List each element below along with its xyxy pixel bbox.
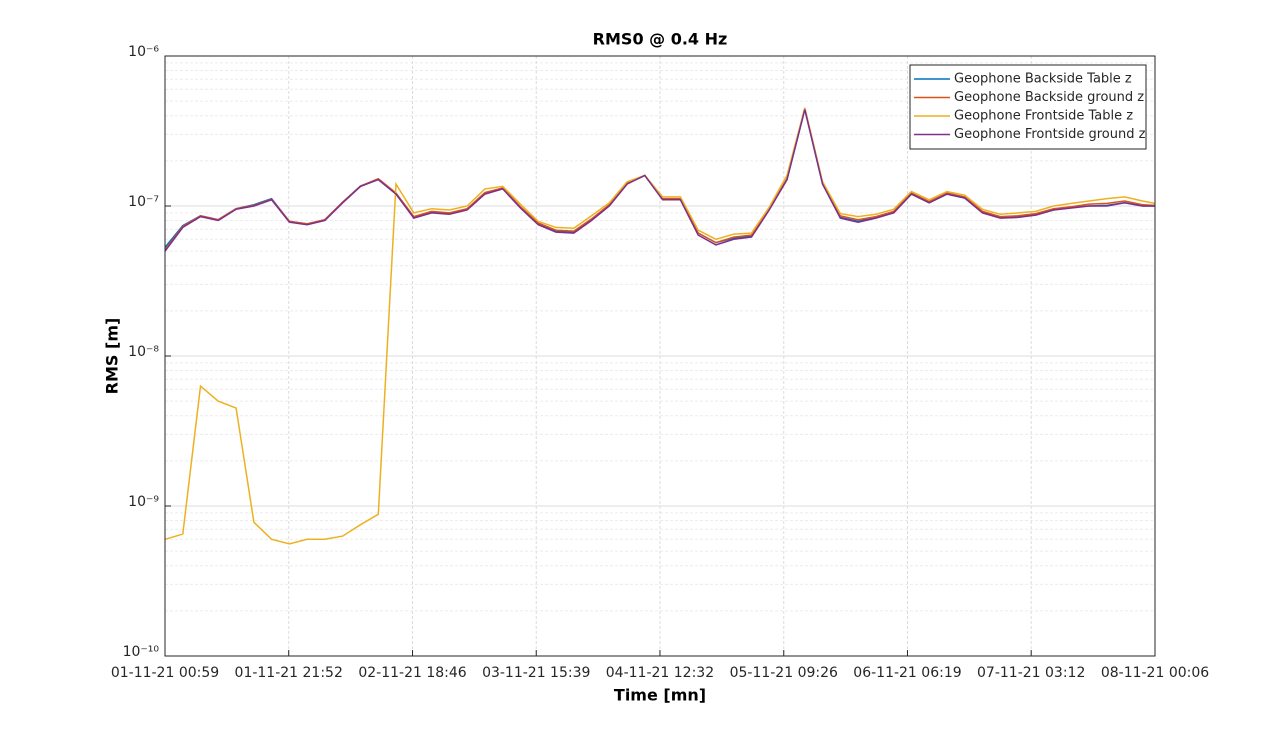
y-tick-label: 10⁻⁶ <box>128 44 159 60</box>
x-tick-label: 03-11-21 15:39 <box>482 665 590 681</box>
x-tick-label: 05-11-21 09:26 <box>730 665 838 681</box>
x-tick-label: 06-11-21 06:19 <box>853 665 961 681</box>
y-tick-label: 10⁻¹⁰ <box>123 644 160 660</box>
y-tick-label: 10⁻⁷ <box>128 194 159 210</box>
x-tick-label: 01-11-21 00:59 <box>111 665 219 681</box>
legend-label: Geophone Frontside Table z <box>954 109 1133 124</box>
y-tick-label: 10⁻⁸ <box>128 344 159 360</box>
x-tick-label: 07-11-21 03:12 <box>977 665 1085 681</box>
series-line <box>164 107 1156 545</box>
y-axis-label: RMS [m] <box>103 318 122 395</box>
legend-label: Geophone Backside ground z <box>954 90 1144 105</box>
legend-label: Geophone Backside Table z <box>954 72 1132 87</box>
x-tick-label: 08-11-21 00:06 <box>1101 665 1209 681</box>
axes-box <box>164 55 1156 657</box>
x-tick-label: 01-11-21 21:52 <box>235 665 343 681</box>
x-axis-label: Time [mn] <box>614 686 706 705</box>
chart-title: RMS0 @ 0.4 Hz <box>593 30 728 49</box>
y-tick-label: 10⁻⁹ <box>128 494 159 510</box>
x-tick-label: 04-11-21 12:32 <box>606 665 714 681</box>
legend-label: Geophone Frontside ground z <box>954 127 1146 142</box>
series-line <box>164 109 1155 252</box>
x-tick-label: 02-11-21 18:46 <box>358 665 466 681</box>
